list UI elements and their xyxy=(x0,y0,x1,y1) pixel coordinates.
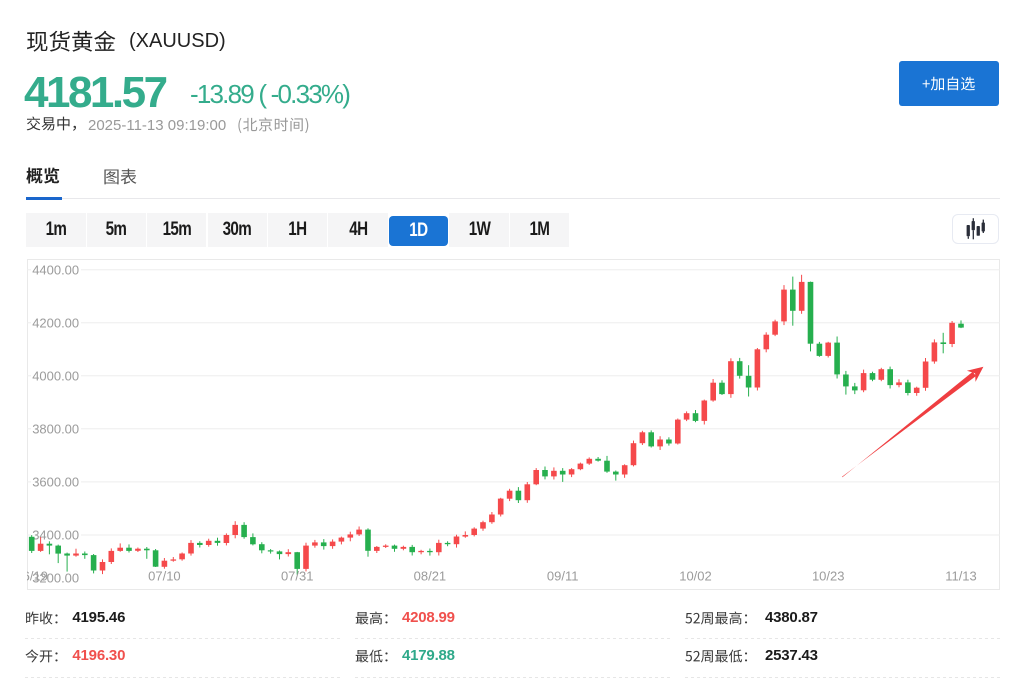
svg-text:3600.00: 3600.00 xyxy=(32,474,79,489)
svg-text:08/21: 08/21 xyxy=(413,569,446,584)
svg-text:07/10: 07/10 xyxy=(148,569,181,584)
svg-text:06/19: 06/19 xyxy=(27,569,48,584)
svg-text:4400.00: 4400.00 xyxy=(32,262,79,277)
svg-text:4200.00: 4200.00 xyxy=(32,315,79,330)
svg-text:3800.00: 3800.00 xyxy=(32,421,79,436)
svg-text:10/02: 10/02 xyxy=(679,569,711,584)
svg-text:4000.00: 4000.00 xyxy=(32,368,79,383)
svg-text:3200.00: 3200.00 xyxy=(32,571,79,586)
svg-text:3400.00: 3400.00 xyxy=(32,528,79,543)
svg-text:07/31: 07/31 xyxy=(281,569,314,584)
svg-text:09/11: 09/11 xyxy=(547,569,579,584)
svg-text:10/23: 10/23 xyxy=(812,569,844,584)
svg-text:11/13: 11/13 xyxy=(945,569,977,584)
